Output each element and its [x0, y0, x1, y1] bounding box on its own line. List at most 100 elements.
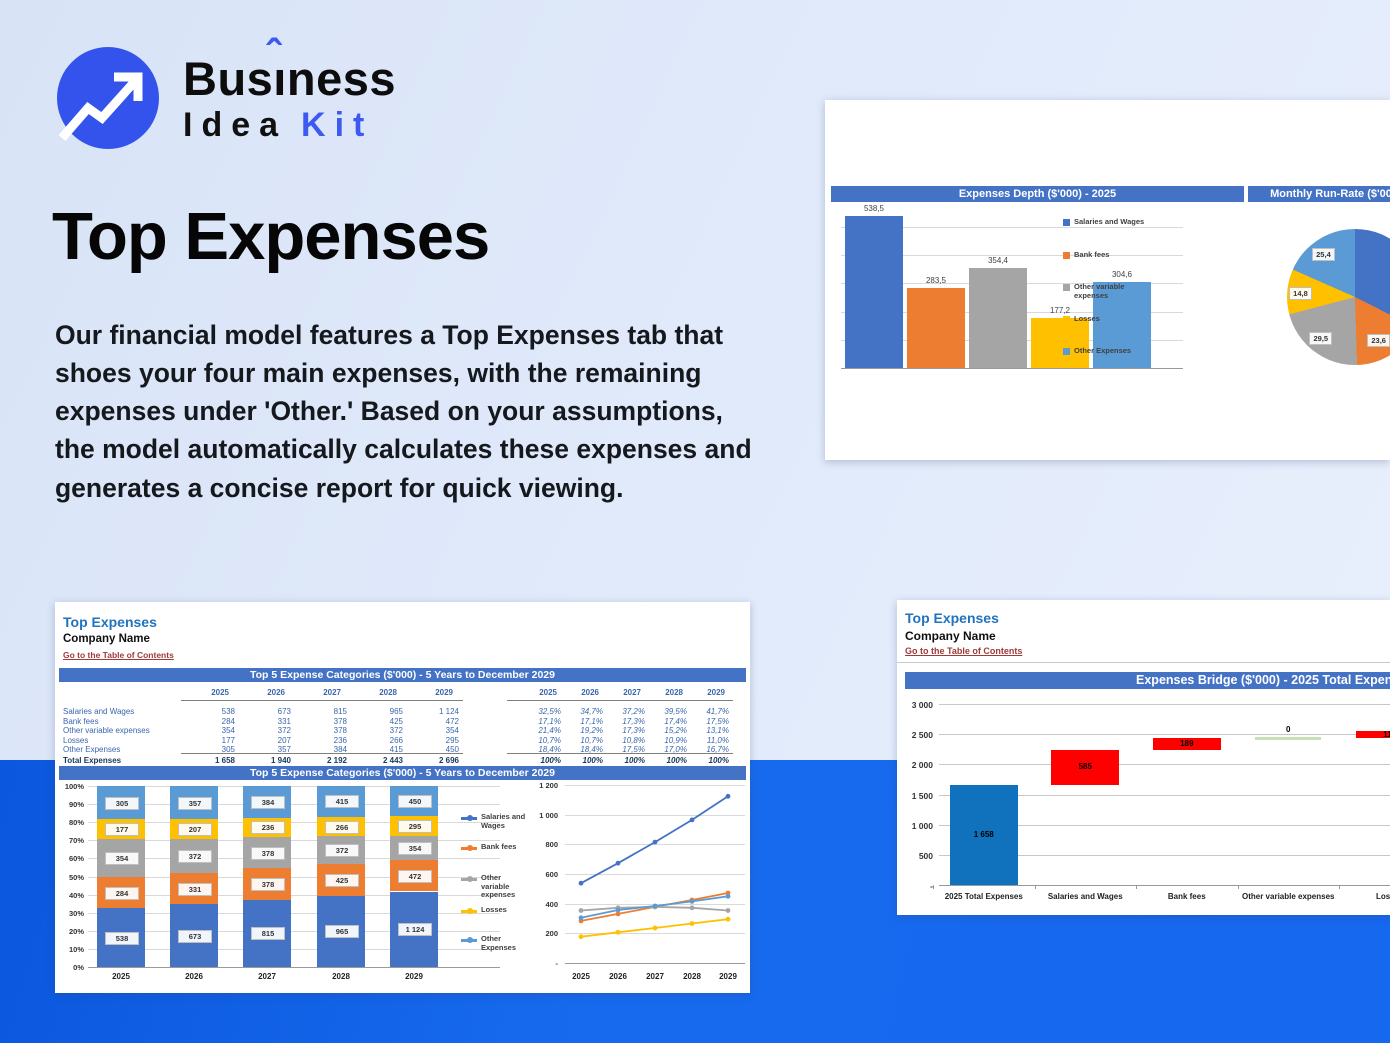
table-cell: 357 — [277, 745, 291, 754]
stack-segment-label: 450 — [398, 795, 432, 809]
waterfall-bar — [1152, 738, 1221, 750]
chart-header-run-rate: Monthly Run-Rate ($'000) - 2025 — [1248, 186, 1390, 202]
table-cell: 450 — [445, 745, 459, 754]
table-cell: 17,3% — [622, 726, 645, 735]
stack-segment-label: 1 124 — [398, 923, 432, 937]
grid-line — [565, 874, 745, 875]
table-cell: 16,7% — [706, 745, 729, 754]
table-cell: 17,1% — [538, 716, 561, 726]
x-axis-label: Losses — [1375, 892, 1390, 901]
table-cell: 34,7% — [580, 707, 603, 716]
legend-label: Bank fees — [481, 842, 517, 851]
brand-name-line2: Idea Kit — [183, 108, 396, 142]
legend-dot — [467, 908, 473, 914]
pie-slice-label: 29,5 — [1309, 331, 1333, 345]
table-row-label: Other variable expenses — [63, 726, 150, 735]
bar-value-label: 283,5 — [925, 276, 947, 286]
grid-line — [939, 824, 1390, 826]
top5-stacked-bar-chart: 100% 90% 80% 70% 60% 50% 40% 30% 20% 10% 0% 538 284 3… — [60, 782, 510, 982]
legend-item: Other variable expenses — [461, 873, 529, 900]
stack-segment-label: 378 — [251, 846, 285, 860]
legend-line-marker — [461, 815, 477, 821]
table-of-contents-link[interactable]: Go to the Table of Contents — [63, 650, 174, 660]
stack-segment-label: 177 — [105, 822, 139, 836]
legend-label: Losses — [481, 905, 507, 914]
stack-segment-label: 266 — [325, 820, 359, 834]
screenshot-expenses-depth: Expenses Depth ($'000) - 2025 Monthly Ru… — [825, 100, 1390, 460]
legend-item: Bank fees — [1063, 250, 1183, 260]
legend-dot — [467, 815, 473, 821]
x-axis-label: 2027 — [646, 972, 664, 981]
chart-header-top5: Top 5 Expense Categories ($'000) - 5 Yea… — [59, 766, 746, 780]
table-cell: 2026 — [581, 688, 599, 697]
grid-line — [88, 930, 500, 932]
waterfall-bar-label: 585 — [1078, 762, 1092, 772]
waterfall-zero-bar — [1255, 736, 1322, 740]
bar-1 — [845, 216, 903, 368]
brand-logo: Busı ˆ ness Idea Kit — [55, 33, 396, 150]
y-axis-label: 20% — [68, 926, 84, 936]
legend-dot — [467, 937, 473, 943]
y-axis-label: 800 — [545, 840, 558, 850]
stack-segment-label: 284 — [105, 886, 139, 900]
bar-4 — [1031, 318, 1089, 368]
table-total-label: Total Expenses — [63, 755, 122, 765]
legend-dot — [467, 876, 473, 882]
grid-line — [565, 814, 745, 816]
table-cell: 100% — [540, 755, 561, 765]
table-header-top5: Top 5 Expense Categories ($'000) - 5 Yea… — [59, 668, 746, 682]
legend-swatch — [1063, 284, 1070, 291]
pie-slice-label: 25,4 — [1312, 248, 1335, 262]
table-of-contents-link[interactable]: Go to the Table of Contents — [905, 646, 1023, 656]
x-axis-label: Bank fees — [1167, 892, 1206, 901]
y-axis-label: 70% — [68, 836, 84, 846]
table-cell: 18,4% — [580, 745, 603, 754]
brand-name-line1: Busı ˆ ness — [183, 33, 396, 105]
grid-line — [88, 786, 500, 787]
table-cell: 378 — [333, 726, 347, 735]
sheet-title: Top Expenses — [905, 610, 999, 626]
stack-segment-label: 354 — [105, 851, 139, 865]
page-title: Top Expenses — [52, 199, 490, 274]
table-cell: 10,9% — [664, 735, 687, 745]
grid-line — [841, 368, 1183, 369]
stack-segment-label: 384 — [251, 795, 285, 809]
waterfall-bar-label: 0 — [1286, 725, 1291, 735]
table-cell: 10,8% — [622, 735, 645, 745]
legend-label: Salaries and Wages — [481, 812, 526, 830]
screenshot-expenses-bridge: Top Expenses Company Name Go to the Tabl… — [897, 600, 1390, 915]
stack-segment-label: 378 — [251, 878, 285, 892]
table-cell: 2029 — [707, 688, 725, 697]
table-cell: 354 — [221, 726, 235, 735]
brand-i: ı — [273, 51, 287, 105]
table-cell: 472 — [445, 716, 459, 726]
table-cell: 354 — [445, 726, 459, 735]
table-cell: 41,7% — [706, 707, 729, 716]
brand-caret-icon: ˆ — [266, 30, 282, 80]
header-underline — [181, 700, 463, 701]
waterfall-bar — [949, 784, 1018, 885]
table-cell: 13,1% — [706, 726, 729, 735]
pie-slice-label: 23,6 — [1367, 334, 1390, 348]
y-axis-label: 0% — [73, 963, 84, 972]
x-axis-label: Other variable expenses — [1242, 892, 1335, 901]
grid-line — [939, 734, 1390, 736]
header-underline — [507, 700, 733, 701]
brand-wordmark: Busı ˆ ness Idea Kit — [183, 33, 396, 142]
grid-line — [88, 948, 500, 950]
grid-line — [88, 967, 500, 968]
table-cell: 965 — [389, 707, 403, 716]
table-cell: 100% — [624, 755, 645, 765]
brand-post: ness — [286, 51, 396, 105]
y-axis-label: 90% — [68, 800, 84, 810]
trend-arrow-icon — [55, 46, 159, 150]
table-row-label: Losses — [63, 735, 89, 745]
y-axis-label: 1 000 — [539, 810, 558, 820]
waterfall-bar-label: 1 658 — [973, 829, 994, 839]
stack-segment-label: 331 — [178, 882, 212, 896]
table-cell: 39,5% — [664, 707, 687, 716]
legend-item: Salaries and Wages — [1063, 217, 1183, 227]
y-axis-label: 500 — [918, 850, 933, 861]
x-axis-tick — [1339, 885, 1340, 889]
table-cell: 295 — [445, 735, 459, 745]
